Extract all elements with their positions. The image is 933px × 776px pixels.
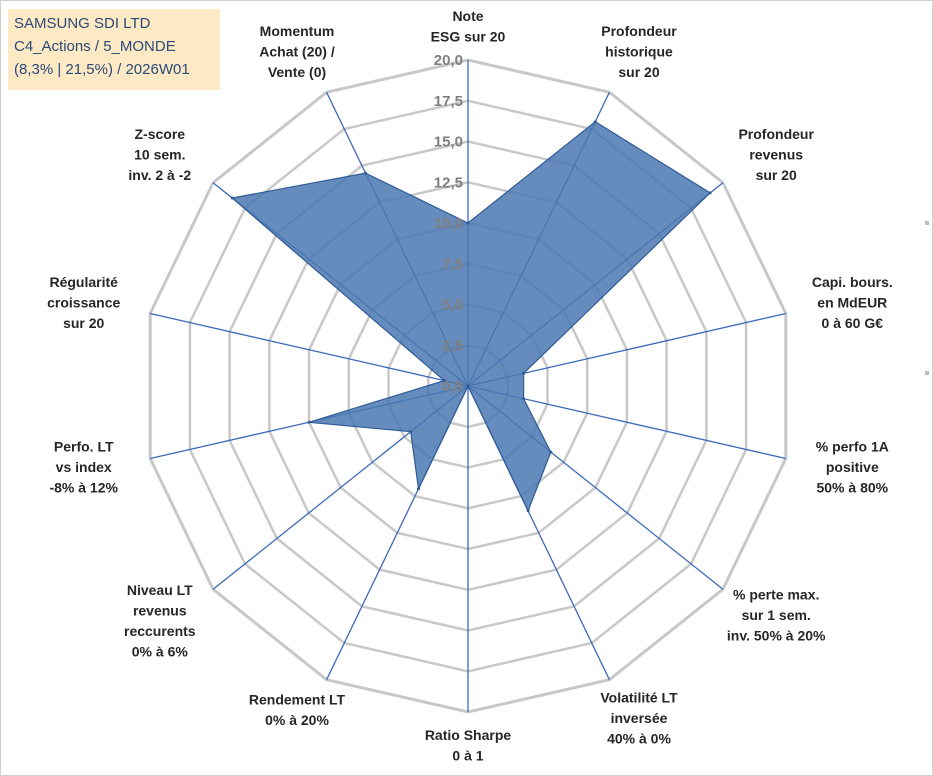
axis-label: Profondeur historique sur 20 bbox=[601, 23, 677, 80]
axis-label: Z-score 10 sem. inv. 2 à -2 bbox=[128, 126, 191, 183]
axis-label: Capi. bours. en MdEUR 0 à 60 G€ bbox=[812, 274, 893, 331]
tick-label: 5,0 bbox=[442, 297, 463, 314]
radial-tick-labels: 0,0 2,5 5,0 7,5 10,0 12,5 15,0 17,5 20,0 bbox=[434, 52, 463, 395]
axis-label: Rendement LT 0% à 20% bbox=[249, 691, 346, 728]
data-point bbox=[522, 397, 526, 401]
axis-label: Niveau LT revenus reccurents 0% à 6% bbox=[124, 582, 196, 660]
axis-label: Note ESG sur 20 bbox=[431, 8, 506, 45]
axis-label: % perfo 1A positive 50% à 80% bbox=[816, 439, 889, 496]
series bbox=[230, 120, 712, 513]
data-point bbox=[364, 171, 367, 175]
tick-label: 10,0 bbox=[434, 215, 463, 232]
data-point bbox=[522, 371, 526, 375]
data-point bbox=[230, 196, 234, 200]
axis-label: Régularité croissance sur 20 bbox=[47, 274, 120, 331]
company-name: SAMSUNG SDI LTD bbox=[14, 15, 151, 32]
tick-label: 7,5 bbox=[442, 256, 463, 273]
title-box: SAMSUNG SDI LTD C4_Actions / 5_MONDE (8,… bbox=[8, 9, 220, 90]
data-point bbox=[307, 420, 311, 424]
data-point bbox=[466, 384, 470, 388]
scroll-mark-upper bbox=[925, 221, 929, 225]
tick-label: 0,0 bbox=[442, 378, 463, 395]
data-point bbox=[549, 450, 553, 454]
data-point bbox=[526, 509, 530, 513]
tick-label: 20,0 bbox=[434, 52, 463, 69]
category-line: C4_Actions / 5_MONDE bbox=[14, 38, 176, 55]
axis-label: Momentum Achat (20) / Vente (0) bbox=[259, 23, 335, 80]
axis-label: Ratio Sharpe 0 à 1 bbox=[425, 727, 512, 764]
data-point bbox=[417, 487, 420, 491]
data-area bbox=[230, 120, 712, 513]
tick-label: 12,5 bbox=[434, 174, 463, 191]
data-point bbox=[466, 221, 470, 225]
data-point bbox=[442, 379, 446, 383]
axis-labels: Note ESG sur 20 Profondeur historique sur 20… bbox=[47, 8, 893, 764]
tick-label: 17,5 bbox=[434, 93, 463, 110]
data-point bbox=[708, 191, 712, 195]
axis-spoke bbox=[150, 312, 469, 387]
tick-label: 2,5 bbox=[442, 337, 463, 354]
data-point bbox=[593, 120, 597, 124]
axis-label: Perfo. LT vs index -8% à 12% bbox=[49, 439, 118, 496]
axis-label: Profondeur revenus sur 20 bbox=[738, 126, 814, 183]
data-point bbox=[409, 430, 413, 434]
stats-line: (8,3% | 21,5%) / 2026W01 bbox=[14, 61, 190, 78]
axis-label: % perte max. sur 1 sem. inv. 50% à 20% bbox=[727, 587, 826, 644]
axis-label: Volatilité LT inversée 40% à 0% bbox=[600, 689, 678, 746]
scroll-mark-lower bbox=[925, 371, 929, 375]
tick-label: 15,0 bbox=[434, 134, 463, 151]
